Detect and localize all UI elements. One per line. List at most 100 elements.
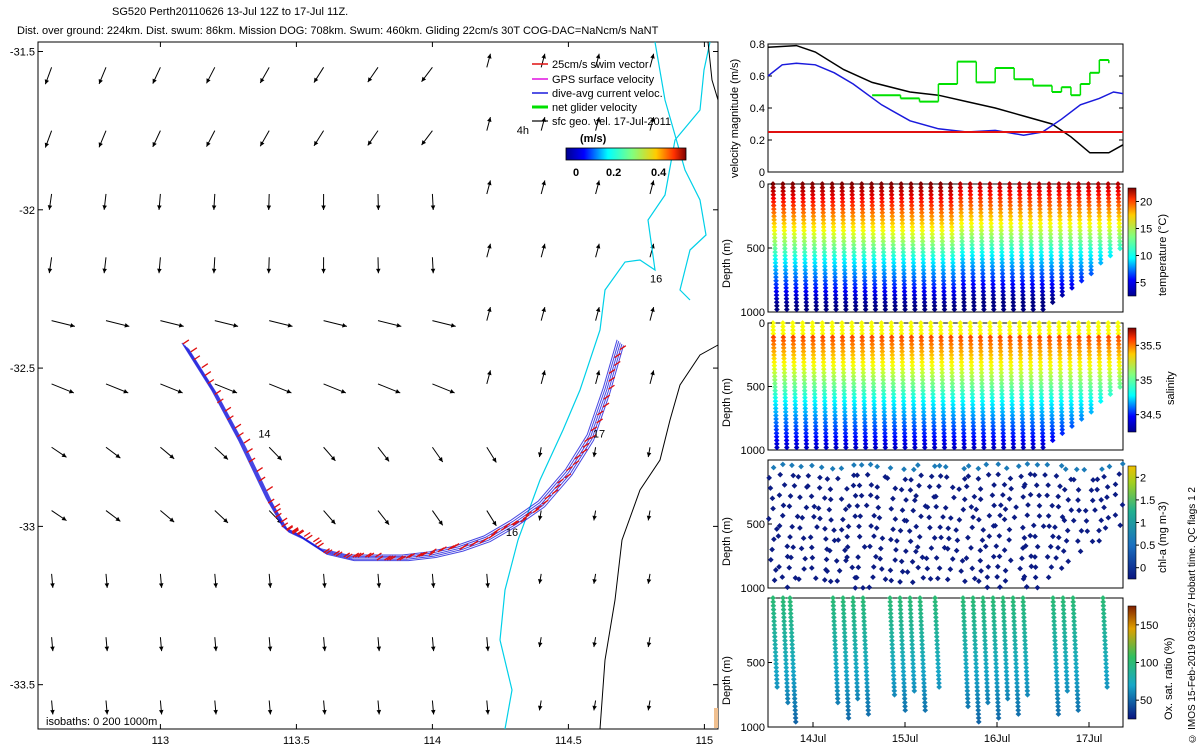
profile-point	[1036, 199, 1043, 205]
profile-point	[967, 202, 974, 209]
profile-point	[980, 274, 986, 281]
profile-point	[832, 267, 838, 273]
profile-point	[909, 231, 916, 238]
profile-point	[1018, 252, 1025, 259]
profile-point	[1017, 213, 1024, 220]
profile-point	[899, 227, 906, 234]
velocity-ylabel: velocity magnitude (m/s)	[729, 59, 741, 178]
profile-point	[910, 256, 917, 263]
swim-vector	[291, 528, 299, 534]
profile-point	[802, 423, 809, 429]
profile-point	[1049, 288, 1056, 295]
swim-vector	[584, 437, 591, 443]
profile-point	[898, 202, 905, 209]
surface-velocity-arrow	[486, 180, 492, 195]
profile-point	[947, 188, 954, 194]
profile-point	[859, 188, 865, 194]
surface-velocity-arrow	[323, 320, 348, 328]
profile-point	[1106, 220, 1113, 227]
profile-point	[1029, 292, 1036, 298]
profile-point	[941, 288, 947, 295]
swim-vector	[305, 534, 313, 540]
profile-point	[830, 217, 837, 223]
profile-point	[891, 274, 898, 281]
surface-velocity-arrow	[540, 180, 546, 195]
profile-point	[792, 405, 799, 412]
profile-point	[1039, 295, 1046, 302]
profile-point	[1007, 191, 1013, 198]
profile-point	[799, 181, 806, 187]
profile-point	[822, 267, 828, 273]
profile-point	[928, 188, 934, 194]
profile-point	[968, 227, 975, 234]
profile-point	[990, 277, 996, 284]
profile-point	[987, 202, 994, 209]
profile-point	[930, 277, 937, 284]
profile-point	[978, 238, 985, 245]
profile-point	[1026, 195, 1033, 202]
profile-point	[908, 188, 915, 194]
profile-point	[840, 224, 847, 230]
profile-point	[1078, 256, 1084, 263]
profile-point	[899, 213, 905, 220]
profile-point	[949, 249, 956, 255]
surface-velocity-arrow	[432, 320, 456, 328]
profile-point	[781, 380, 788, 387]
profile-point	[1007, 206, 1014, 212]
profile-point	[772, 249, 778, 255]
profile-point	[812, 263, 818, 270]
profile-point	[1106, 231, 1113, 238]
depth-tick-label: 0	[759, 318, 765, 330]
profile-point	[990, 295, 997, 302]
profile-point	[862, 288, 868, 295]
profile-point	[1009, 274, 1016, 281]
profile-point	[822, 288, 829, 295]
profile-point	[1028, 256, 1035, 263]
profile-point	[822, 270, 828, 277]
swim-vector	[273, 503, 281, 509]
surface-velocity-arrow	[592, 510, 597, 521]
profile-point	[800, 355, 807, 362]
profile-point	[780, 334, 787, 341]
velocity-ytick-label: 0	[759, 167, 765, 179]
profile-point	[1056, 209, 1063, 216]
profile-point	[791, 227, 797, 234]
profile-point	[868, 181, 875, 187]
surface-velocity-arrow	[322, 700, 327, 715]
profile-point	[880, 231, 886, 238]
profile-point	[939, 231, 945, 238]
profile-point	[889, 213, 896, 220]
chla-ylabel: Depth (m)	[721, 517, 733, 566]
profile-point	[969, 242, 975, 248]
surface-velocity-arrow	[51, 510, 67, 522]
profile-point	[1019, 263, 1025, 270]
profile-point	[861, 267, 868, 273]
profile-point	[997, 191, 1003, 198]
profile-point	[997, 188, 1003, 194]
profile-point	[901, 281, 908, 288]
profile-point	[928, 191, 934, 198]
profile-point	[802, 398, 808, 405]
profile-point	[792, 398, 799, 405]
profile-point	[791, 224, 797, 230]
profile-point	[831, 238, 837, 245]
surface-velocity-arrow	[213, 637, 218, 652]
surface-velocity-arrow	[367, 130, 379, 146]
profile-point	[918, 199, 925, 205]
profile-point	[1046, 191, 1053, 198]
profile-point	[1020, 295, 1026, 302]
swim-vector	[296, 529, 304, 535]
profile-point	[791, 366, 797, 373]
profile-point	[821, 231, 827, 238]
profile-point	[809, 184, 816, 191]
profile-point	[939, 224, 945, 230]
profile-point	[800, 202, 807, 209]
profile-point	[773, 437, 780, 444]
profile-point	[841, 267, 848, 273]
profile-point	[1010, 292, 1016, 298]
profile-point	[1057, 238, 1064, 245]
depth-tick-label: 500	[747, 382, 765, 394]
coastline	[599, 344, 719, 730]
profile-point	[931, 285, 937, 291]
profile-point	[829, 181, 835, 187]
